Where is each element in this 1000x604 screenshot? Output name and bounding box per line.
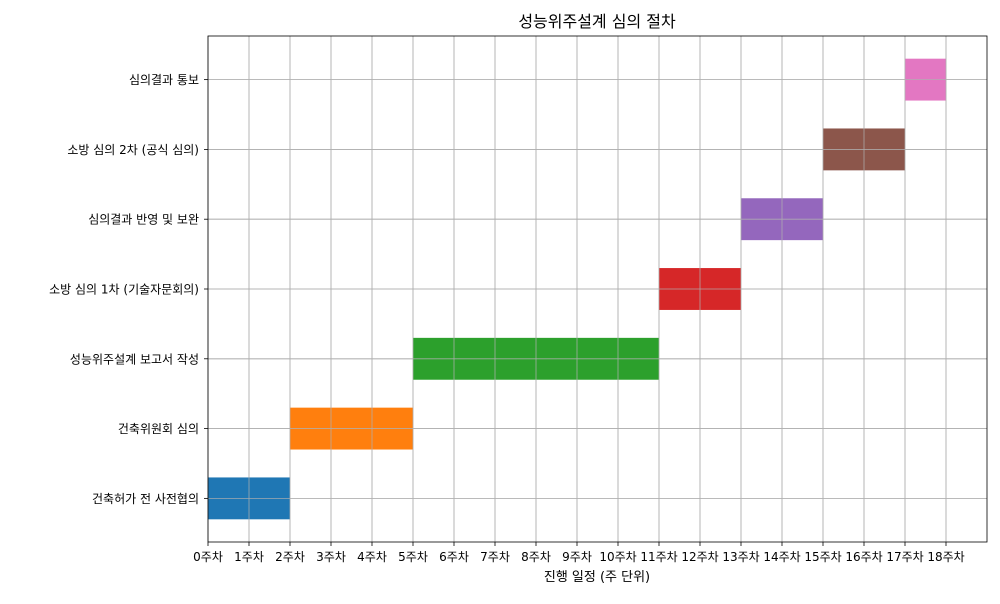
grid-lines-overlay	[207, 36, 987, 542]
y-tick-label: 소방 심의 2차 (공식 심의)	[67, 143, 199, 157]
x-tick-label: 2주차	[275, 550, 305, 564]
y-tick-label: 건축허가 전 사전협의	[92, 492, 199, 506]
x-tick-label: 8주차	[521, 550, 551, 564]
y-tick-label: 성능위주설계 보고서 작성	[70, 352, 199, 366]
tick-labels: 0주차 1주차 2주차 3주차 4주차 5주차 6주차 7주차 8주차 9주차 10주차 11주차 12…	[49, 73, 965, 564]
x-tick-label: 5주차	[398, 550, 428, 564]
x-tick-label: 3주차	[316, 550, 346, 564]
x-tick-label: 17주차	[886, 550, 923, 564]
plot-frame	[207, 35, 988, 543]
y-tick-label: 소방 심의 1차 (기술자문회의)	[49, 283, 199, 297]
x-tick-label: 16주차	[845, 550, 882, 564]
y-tick-label: 심의결과 반영 및 보완	[88, 213, 199, 227]
x-tick-label: 1주차	[234, 550, 264, 564]
x-tick-label: 18주차	[927, 550, 964, 564]
x-tick-label: 13주차	[722, 550, 759, 564]
x-tick-label: 14주차	[763, 550, 800, 564]
x-tick-label: 0주차	[193, 550, 223, 564]
x-axis-label: 진행 일정 (주 단위)	[544, 569, 650, 585]
chart-title: 성능위주설계 심의 절차	[518, 12, 676, 31]
y-tick-label: 심의결과 통보	[129, 73, 199, 87]
y-tick-label: 건축위원회 심의	[118, 422, 199, 436]
x-tick-label: 12주차	[681, 550, 718, 564]
x-tick-label: 6주차	[439, 550, 469, 564]
x-tick-label: 10주차	[599, 550, 636, 564]
axes	[204, 35, 988, 546]
x-tick-label: 4주차	[357, 550, 387, 564]
x-tick-label: 7주차	[480, 550, 510, 564]
x-tick-label: 9주차	[562, 550, 592, 564]
x-tick-label: 11주차	[640, 550, 677, 564]
x-tick-label: 15주차	[804, 550, 841, 564]
